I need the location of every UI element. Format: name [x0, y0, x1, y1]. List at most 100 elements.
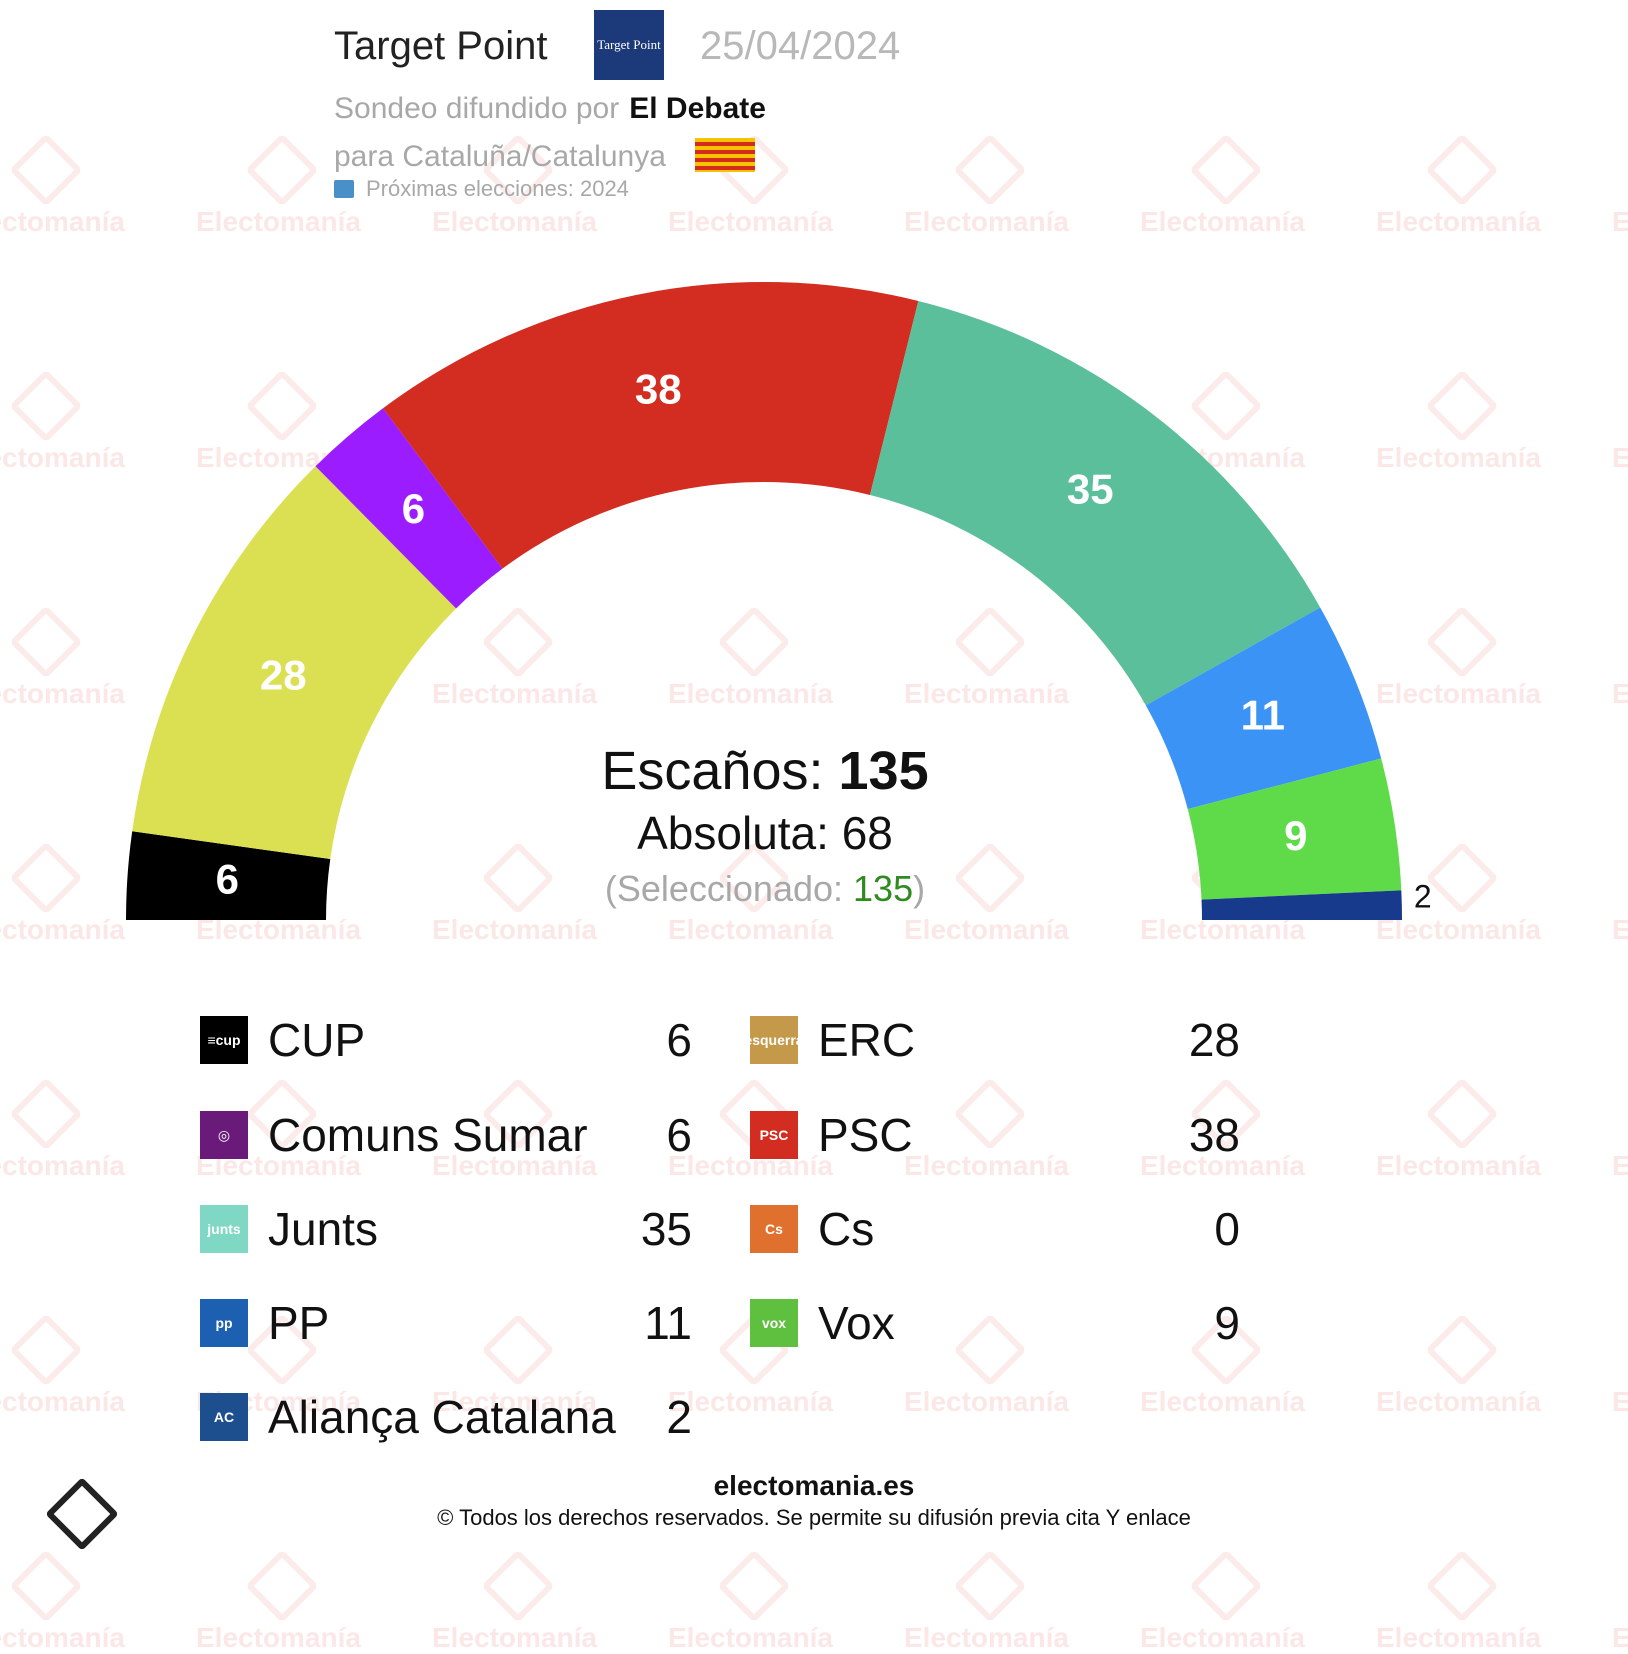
party-logo-icon: esquerra [744, 1016, 804, 1064]
ballot-box-icon [334, 180, 354, 198]
watermark-icon [481, 1549, 555, 1623]
footer-site: electomania.es [713, 1470, 915, 1501]
seat-segment-label: 38 [635, 366, 682, 413]
seat-segment-junts [869, 300, 1321, 706]
party-seats: 2 [666, 1391, 692, 1443]
center-summary: Escaños: 135 Absoluta: 68 (Seleccionado:… [565, 740, 965, 910]
next-elections-label: Próximas elecciones: 2024 [366, 176, 629, 201]
legend-item: pp PP [200, 1297, 330, 1349]
watermark-text: Electomanía [1140, 1386, 1305, 1417]
legend-item: Cs Cs [750, 1203, 875, 1255]
party-name: ERC [818, 1014, 916, 1066]
watermark-icon [1425, 1077, 1499, 1151]
watermark-icon [953, 1549, 1027, 1623]
party-name: Cs [818, 1203, 875, 1255]
seat-segment-erc [132, 466, 457, 860]
party-name: Vox [818, 1297, 895, 1349]
seats-total-line: Escaños: 135 [565, 740, 965, 802]
legend-item: junts Junts [200, 1203, 378, 1255]
seat-segment-label: 2 [1414, 878, 1432, 914]
legend-item: ≡cup CUP [200, 1014, 366, 1066]
seat-segment-label: 6 [402, 485, 425, 532]
watermark-text: Electomanía [0, 1622, 125, 1653]
media-name: El Debate [629, 92, 766, 125]
seat-segment-label: 11 [1241, 692, 1285, 739]
footer-copyright: © Todos los derechos reservados. Se perm… [437, 1505, 1191, 1530]
watermark-text: Electomanía [904, 1150, 1069, 1181]
party-logo-icon: Cs [750, 1205, 798, 1253]
watermark-text: Electomanía [904, 1622, 1069, 1653]
spread-by-line: Sondeo difundido por El Debate [334, 92, 766, 126]
watermark-icon [245, 1549, 319, 1623]
party-seats: 35 [640, 1203, 692, 1255]
watermark-text: Electomanía [1612, 1622, 1628, 1653]
seat-segment-label: 35 [1067, 465, 1114, 512]
watermark-text: Electomanía [1376, 1622, 1541, 1653]
pollster-logo: Target Point [594, 10, 664, 80]
legend-item: AC Aliança Catalana [200, 1391, 616, 1443]
seat-segment-label: 9 [1284, 812, 1307, 859]
watermark-text: Electomanía [1612, 1386, 1628, 1417]
legend-item: ◎ Comuns Sumar [200, 1109, 588, 1161]
watermark-icon [1189, 1549, 1263, 1623]
watermark-text: Electomanía [0, 1150, 125, 1181]
party-name: Junts [268, 1203, 378, 1255]
seat-segment-psc [383, 282, 919, 569]
watermark-icon [1425, 1313, 1499, 1387]
party-logo-icon: junts [200, 1205, 248, 1253]
party-name: CUP [268, 1014, 366, 1066]
party-logo-icon: PSC [750, 1111, 798, 1159]
watermark-text: Electomanía [904, 1386, 1069, 1417]
watermark-text: Electomanía [668, 1622, 833, 1653]
seat-segment-label: 6 [216, 856, 239, 903]
party-logo-icon: ◎ [200, 1111, 248, 1159]
selected-close: ) [913, 868, 926, 909]
party-seats: 28 [1188, 1014, 1240, 1066]
region-label: para Cataluña/Catalunya [334, 140, 666, 173]
party-logo-icon: ≡cup [200, 1016, 248, 1064]
party-logo-icon: AC [200, 1393, 248, 1441]
party-name: Aliança Catalana [268, 1391, 616, 1443]
seats-label: Escaños: [601, 741, 824, 801]
watermark-icon [717, 1549, 791, 1623]
party-logo-icon: pp [200, 1299, 248, 1347]
watermark-text: Electomanía [0, 1386, 125, 1417]
watermark-text: Electomanía [196, 1622, 361, 1653]
seat-segment-pp [1145, 607, 1382, 810]
watermark-icon [9, 1077, 83, 1151]
seat-segment-cup [126, 831, 331, 920]
watermark-text: Electomanía [1376, 1150, 1541, 1181]
party-seats: 9 [1214, 1297, 1240, 1349]
watermark-text: Electomanía [1140, 1622, 1305, 1653]
seat-segment-label: 28 [260, 652, 307, 699]
watermark-icon [481, 1313, 555, 1387]
legend-item: esquerra ERC [744, 1014, 916, 1066]
party-seats: 6 [666, 1014, 692, 1066]
absolute-majority: Absoluta: 68 [637, 807, 893, 859]
watermark-icon [9, 1549, 83, 1623]
legend-item: vox Vox [750, 1297, 895, 1349]
watermark-text: Electomanía [432, 1622, 597, 1653]
watermark-text: Electomanía [1376, 1386, 1541, 1417]
party-seats: 11 [644, 1297, 692, 1349]
seat-segment-vox [1187, 758, 1402, 900]
party-seats: 0 [1214, 1203, 1240, 1255]
party-name: PP [268, 1297, 330, 1349]
party-name: PSC [818, 1109, 913, 1161]
party-logo-icon: vox [750, 1299, 798, 1347]
party-seats: 6 [666, 1109, 692, 1161]
hemicycle-chart: 6 28 6 38 35 11 9 2 [126, 282, 1432, 920]
pollster-name: Target Point [334, 24, 548, 68]
next-elections: Próximas elecciones: 2024 [334, 176, 629, 202]
party-seats: 38 [1188, 1109, 1240, 1161]
seat-segment-aliança-catalana [1201, 890, 1402, 920]
watermark-icon [953, 1077, 1027, 1151]
seats-total: 135 [838, 741, 929, 801]
catalonia-flag-icon [695, 138, 755, 172]
watermark-icon [9, 1313, 83, 1387]
watermark-icon [953, 1313, 1027, 1387]
watermark-icon [1425, 1549, 1499, 1623]
seat-segment-comuns-sumar [315, 408, 503, 609]
selected-line: (Seleccionado: 135) [565, 868, 965, 910]
watermark-text: Electomanía [1612, 1150, 1628, 1181]
